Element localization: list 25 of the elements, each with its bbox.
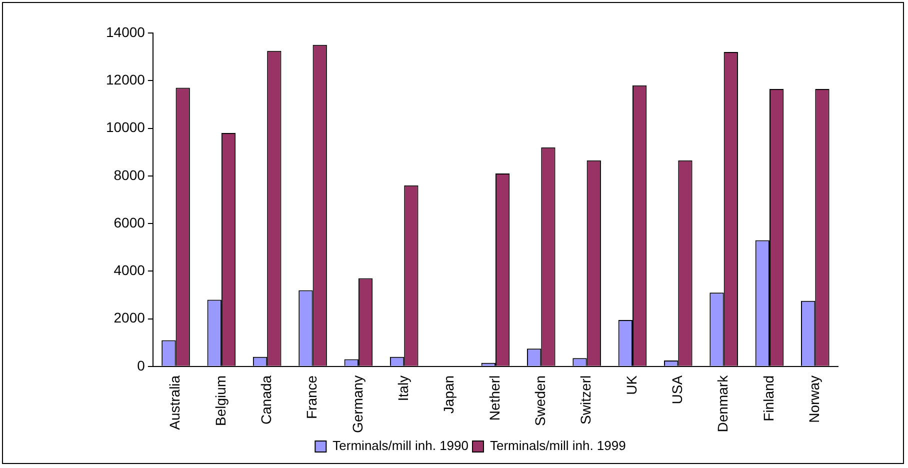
y-tick-label: 12000 [106,71,146,88]
y-tick-label: 4000 [114,262,146,278]
y-tick-label: 14000 [106,24,146,40]
x-tick-label: Australia [166,375,183,430]
y-tick-label: 8000 [114,166,146,183]
x-tick-label: Canada [258,375,274,424]
x-tick-label: Finland [760,375,776,422]
x-tick-label: UK [623,374,640,395]
x-tick-label: Sweden [532,375,548,426]
x-tick-label: Switzerl [578,375,594,424]
x-tick-label: Norway [806,375,822,423]
y-tick-label: 10000 [106,119,146,136]
x-tick-label: Belgium [212,375,228,426]
y-tick-label: 6000 [114,214,146,230]
legend-label: Terminals/mill inh. 1990 [332,438,469,454]
x-tick-label: Japan [440,375,457,414]
x-tick-label: USA [669,374,686,404]
x-tick-label: Italy [394,375,411,402]
x-tick-label: France [304,375,320,420]
y-tick-label: 2000 [114,310,146,326]
y-tick-label: 0 [137,357,146,374]
x-tick-label: Germany [349,375,366,434]
x-tick-label: Denmark [714,374,731,432]
x-tick-label: Netherl [486,375,502,421]
legend-label: Terminals/mill inh. 1999 [490,438,626,454]
